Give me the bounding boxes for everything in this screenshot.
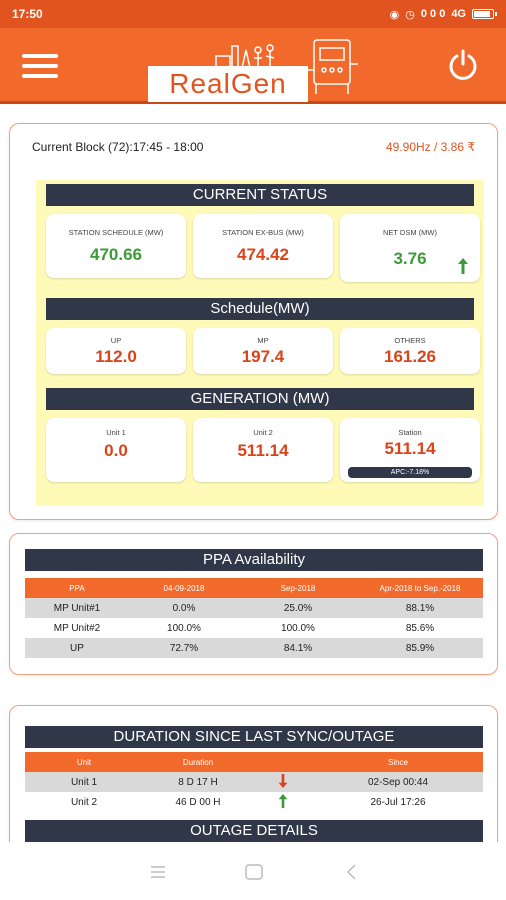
table-row: MP Unit#1 0.0% 25.0% 88.1% [25,598,483,618]
tile-label: NET DSM (MW) [382,228,438,237]
menu-icon[interactable] [148,862,168,882]
table-cell: 46 D 00 H [175,796,221,808]
table-cell: 100.0% [281,622,315,634]
net-dsm-tile[interactable]: NET DSM (MW) 3.76 [340,214,480,282]
arrow-up-icon [458,258,468,274]
table-cell: Unit 2 [70,796,98,808]
tile-label: STATION SCHEDULE (MW) [68,228,164,237]
table-cell: 85.6% [405,622,435,634]
power-icon[interactable] [446,48,480,82]
table-cell: 0.0% [172,602,196,614]
frequency-price: 49.90Hz / 3.86 ₹ [385,140,475,154]
tile-value: 112.0 [95,347,137,366]
current-status-card: Current Block (72):17:45 - 18:00 49.90Hz… [9,123,498,520]
table-row: Unit 2 46 D 00 H 26-Jul 17:26 [25,792,483,812]
status-panel: CURRENT STATUS STATION SCHEDULE (MW) 470… [36,180,484,506]
column-header: Sep-2018 [280,583,316,593]
alarm-icon: ◷ [405,8,415,21]
tile-label: STATION EX-BUS (MW) [222,228,304,237]
ppa-availability-card: PPA Availability PPA 04-09-2018 Sep-2018… [9,533,498,675]
duration-header: DURATION SINCE LAST SYNC/OUTAGE [25,726,483,748]
unit2-generation-tile[interactable]: Unit 2 511.14 [193,418,333,482]
generation-header: GENERATION (MW) [46,388,474,410]
table-cell: UP [70,642,84,654]
status-icons: ◉ ◷ 0 0 0 4G [389,8,497,21]
block-info-row: Current Block (72):17:45 - 18:00 49.90Hz… [32,140,475,154]
tile-label: MP [257,336,269,345]
battery-icon [472,9,497,19]
column-header: PPA [69,583,85,593]
table-header-row: Unit Duration Since [25,752,483,772]
tile-label: UP [110,336,122,345]
column-header: Since [387,757,408,767]
table-cell: 88.1% [405,602,435,614]
table-cell: Unit 1 [70,776,98,788]
table-cell: 84.1% [283,642,313,654]
tile-value: 470.66 [90,245,142,264]
app-bar: RealGen [0,28,506,104]
tile-value: 474.42 [237,245,289,264]
home-icon[interactable] [244,862,264,882]
table-cell: 26-Jul 17:26 [370,796,426,808]
table-cell: 72.7% [169,642,199,654]
tile-value: 511.14 [384,439,436,458]
table-cell: 8 D 17 H [178,776,218,788]
system-status-bar: 17:50 ◉ ◷ 0 0 0 4G [0,0,506,28]
network-type: 4G [451,8,466,20]
system-navigation-bar [0,842,506,900]
tile-value: 511.14 [237,441,289,460]
unit1-generation-tile[interactable]: Unit 1 0.0 [46,418,186,482]
current-status-header: CURRENT STATUS [46,184,474,206]
outage-details-header: OUTAGE DETAILS [25,820,483,842]
notification-icon: ◉ [389,8,400,21]
back-icon[interactable] [342,862,362,882]
apc-badge: APC:-7.18% [348,467,472,478]
schedule-mp-tile[interactable]: MP 197.4 [193,328,333,374]
schedule-up-tile[interactable]: UP 112.0 [46,328,186,374]
tile-value: 197.4 [241,347,285,366]
ppa-table: PPA 04-09-2018 Sep-2018 Apr-2018 to Sep.… [25,578,483,658]
signal-text: 0 0 0 [420,8,446,20]
table-cell: 85.9% [405,642,435,654]
table-row: Unit 1 8 D 17 H 02-Sep 00:44 [25,772,483,792]
column-header: Unit [76,757,92,767]
table-cell: MP Unit#2 [53,622,101,634]
hamburger-icon[interactable] [22,54,58,78]
table-header-row: PPA 04-09-2018 Sep-2018 Apr-2018 to Sep.… [25,578,483,598]
table-cell: 02-Sep 00:44 [367,776,429,788]
column-header: Apr-2018 to Sep.-2018 [379,583,461,593]
station-exbus-tile[interactable]: STATION EX-BUS (MW) 474.42 [193,214,333,278]
tile-label: Station [398,428,422,437]
column-header: 04-09-2018 [163,583,205,593]
logo-illustration-icon [215,39,358,94]
schedule-others-tile[interactable]: OTHERS 161.26 [340,328,480,374]
table-row: MP Unit#2 100.0% 100.0% 85.6% [25,618,483,638]
app-logo: RealGen [146,36,366,102]
table-cell: 100.0% [167,622,201,634]
tile-value: 161.26 [384,347,436,366]
logo-wordmark: RealGen [148,66,308,102]
table-cell: 25.0% [283,602,313,614]
tile-value: 0.0 [104,441,128,460]
arrow-up-icon [253,793,313,811]
tile-label: Unit 1 [106,428,126,437]
schedule-header: Schedule(MW) [46,298,474,320]
ppa-header: PPA Availability [25,549,483,571]
arrow-down-icon [253,773,313,791]
tile-value: 3.76 [393,249,427,268]
duration-card: DURATION SINCE LAST SYNC/OUTAGE Unit Dur… [9,705,498,855]
status-time: 17:50 [12,7,43,21]
tile-label: OTHERS [394,336,426,345]
table-cell: MP Unit#1 [53,602,101,614]
column-header: Duration [182,757,214,767]
duration-table: Unit Duration Since Unit 1 8 D 17 H 02-S… [25,752,483,812]
current-block-label: Current Block (72):17:45 - 18:00 [32,140,204,154]
table-row: UP 72.7% 84.1% 85.9% [25,638,483,658]
station-schedule-tile[interactable]: STATION SCHEDULE (MW) 470.66 [46,214,186,278]
station-generation-tile[interactable]: Station 511.14 APC:-7.18% [340,418,480,482]
tile-label: Unit 2 [253,428,273,437]
